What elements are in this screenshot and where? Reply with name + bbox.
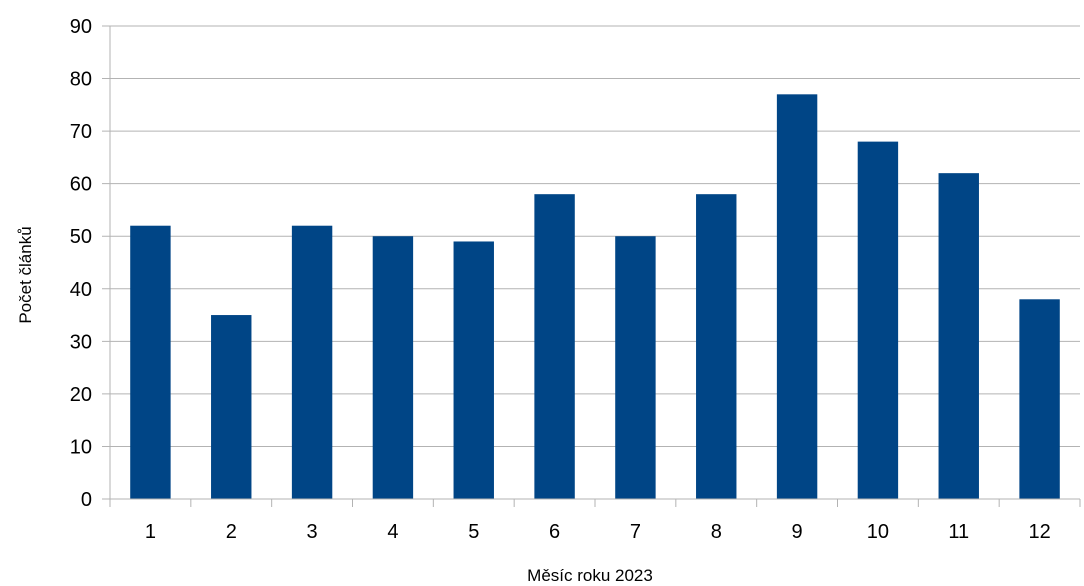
bar (130, 225, 171, 499)
y-tick-label: 60 (70, 174, 92, 196)
x-tick-label: 8 (711, 521, 722, 543)
x-tick-label: 2 (226, 521, 237, 543)
x-tick-label: 6 (549, 521, 560, 543)
bar (534, 194, 575, 499)
y-tick-label: 20 (70, 384, 92, 406)
bar (615, 236, 656, 499)
x-tick-label: 4 (387, 521, 398, 543)
bar (211, 315, 252, 499)
x-tick-label: 12 (1028, 521, 1050, 543)
y-tick-label: 40 (70, 279, 92, 301)
bar (938, 173, 979, 499)
axes (109, 26, 1081, 507)
bars (130, 94, 1060, 500)
y-tick-label: 10 (70, 436, 92, 458)
gridlines (102, 25, 1080, 500)
x-tick-label: 3 (307, 521, 318, 543)
y-tick-label: 50 (70, 226, 92, 248)
x-tick-label: 7 (630, 521, 641, 543)
bar (857, 141, 899, 499)
x-tick-label: 10 (867, 521, 889, 543)
x-tick-label: 11 (948, 521, 969, 543)
bar (453, 241, 494, 499)
bar (372, 236, 414, 499)
x-tick-label: 5 (468, 521, 479, 543)
y-tick-label: 80 (70, 69, 92, 91)
x-tick-labels: 1 2 3 4 5 6 7 8 9 10 11 12 (145, 521, 1051, 543)
y-tick-label: 0 (81, 489, 92, 511)
bar (776, 94, 818, 500)
bar (1019, 299, 1060, 499)
y-tick-label: 30 (70, 331, 92, 353)
bar (696, 194, 737, 499)
x-axis-title: Měsíc roku 2023 (527, 566, 653, 585)
y-tick-labels: 0 10 20 30 40 50 60 70 80 90 (70, 16, 92, 511)
bar (291, 225, 333, 499)
x-tick-label: 9 (792, 521, 803, 543)
y-tick-label: 90 (70, 16, 92, 38)
y-tick-label: 70 (70, 121, 92, 143)
x-tick-label: 1 (145, 521, 156, 543)
y-axis-title: Počet článků (16, 226, 35, 323)
